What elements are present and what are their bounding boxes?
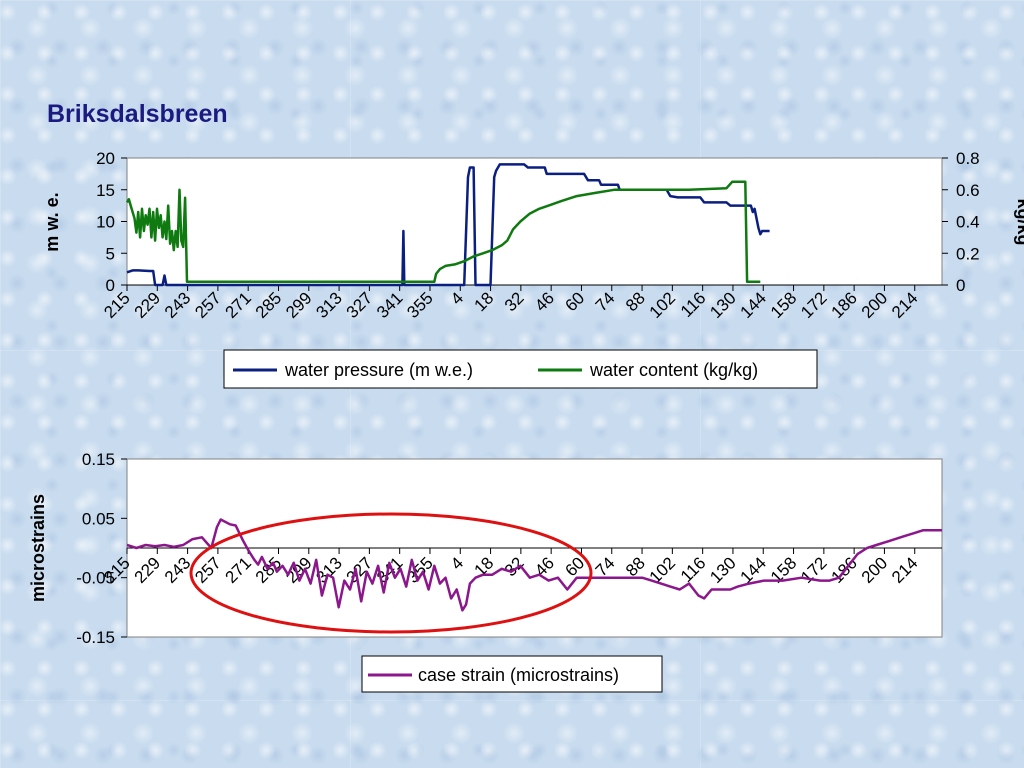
top-x-tick-label: 116 [677, 288, 710, 321]
top-x-tick-label: 186 [827, 288, 860, 321]
top-x-tick-label: 229 [131, 288, 164, 321]
top-y-tick-label: 15 [96, 181, 115, 200]
top-x-tick-label: 214 [888, 288, 921, 321]
top-y2-tick-label: 0 [956, 276, 965, 295]
highlight-ellipse [189, 512, 593, 634]
top-y2-tick-label: 0.2 [956, 244, 980, 263]
top-y2-tick-label: 0.8 [956, 149, 980, 168]
series-line-water-content [125, 180, 761, 284]
top-x-tick-label: 200 [858, 288, 891, 321]
top-y2-tick-label: 0.4 [956, 213, 980, 232]
top-x-tick-label: 130 [706, 288, 739, 321]
bottom-chart-series [126, 518, 942, 612]
top-y2-tick-label: 0.6 [956, 181, 980, 200]
top-x-tick-label: 18 [471, 288, 498, 315]
top-x-tick-label: 4 [447, 288, 467, 308]
top-x-tick-label: 243 [161, 288, 194, 321]
bottom-y-tick-label: -0.05 [76, 569, 115, 588]
top-x-tick-label: 102 [646, 288, 679, 321]
legend-label-case-strain: case strain (microstrains) [418, 665, 619, 685]
top-x-tick-label: 355 [403, 288, 436, 321]
top-x-tick-label: 313 [312, 288, 345, 321]
top-legend-box [223, 349, 818, 389]
bottom-y-tick-label: 0.05 [82, 509, 115, 528]
legend-label-water-pressure: water pressure (m w.e.) [284, 360, 473, 380]
top-x-tick-label: 257 [191, 288, 224, 321]
top-x-tick-label: 46 [531, 288, 558, 315]
top-chart-series [125, 163, 770, 287]
top-x-tick-label: 74 [592, 288, 619, 315]
top-x-tick-label: 327 [343, 288, 376, 321]
bottom-y-tick-label: -0.15 [76, 628, 115, 647]
slide-title: Briksdalsbreen [47, 100, 228, 128]
series-line-case-strain [126, 518, 942, 612]
top-x-tick-label: 144 [737, 288, 770, 321]
top-legend: water pressure (m w.e.) water content (k… [223, 349, 818, 389]
top-x-tick-label: 172 [797, 288, 830, 321]
bottom-legend: case strain (microstrains) [361, 655, 663, 693]
top-y-axis-title: m w. e. [42, 192, 62, 251]
top-x-tick-label: 341 [373, 288, 406, 321]
top-x-tick-label: 271 [222, 288, 255, 321]
bottom-y-tick-label: 0.15 [82, 450, 115, 469]
top-plot-area [126, 157, 943, 286]
top-x-tick-label: 285 [252, 288, 285, 321]
top-x-tick-label: 88 [622, 288, 649, 315]
series-line-water-pressure [126, 163, 770, 287]
top-y-tick-label: 0 [106, 276, 115, 295]
legend-label-water-content: water content (kg/kg) [589, 360, 758, 380]
top-x-tick-label: 60 [561, 288, 588, 315]
top-y2-axis-title: kg/kg [1014, 198, 1024, 245]
top-x-tick-label: 158 [767, 288, 800, 321]
top-y-tick-label: 5 [106, 244, 115, 263]
top-y-tick-label: 10 [96, 213, 115, 232]
top-x-tick-label: 32 [501, 288, 528, 315]
top-y-tick-label: 20 [96, 149, 115, 168]
bottom-y-axis-title: microstrains [28, 494, 48, 602]
top-x-tick-label: 299 [282, 288, 315, 321]
